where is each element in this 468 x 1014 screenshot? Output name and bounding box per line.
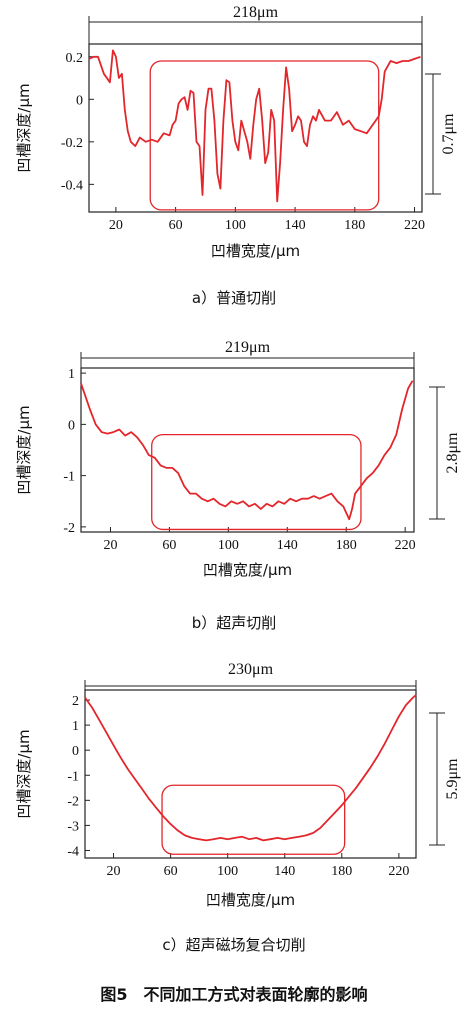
x-tick-label: 100: [225, 218, 246, 233]
x-tick-label: 20: [109, 218, 123, 233]
x-tick-label: 140: [277, 538, 298, 553]
y-tick-label: -1: [63, 470, 75, 485]
y-tick-label: -2: [63, 521, 75, 536]
depth-label: 2.8μm: [444, 432, 461, 474]
highlight-box: [161, 784, 346, 855]
y-tick-label: 1: [68, 367, 75, 382]
x-tick-label: 180: [336, 538, 357, 553]
profile-line: [80, 380, 414, 521]
width-label: 230μm: [228, 661, 274, 678]
y-tick-label: 1: [72, 719, 79, 734]
highlight-box: [151, 433, 362, 531]
x-tick-label: 20: [103, 538, 117, 553]
x-axis-title: 凹槽宽度/μm: [206, 891, 295, 909]
x-axis-title: 凹槽宽度/μm: [211, 242, 300, 260]
y-axis-title: 凹槽深度/μm: [15, 83, 33, 172]
plot-frame: [88, 43, 423, 213]
chart-panel-3: 230μm 5.9μm 20 60 100 140 180 220 2 1 0 -1 -2 -3 -4 凹槽宽…: [15, 661, 461, 954]
y-tick-label: 0.2: [66, 51, 84, 66]
plot-frame: [84, 689, 417, 859]
x-tick-label: 180: [331, 864, 352, 879]
x-tick-label: 60: [164, 864, 178, 879]
y-tick-label: -1: [67, 769, 79, 784]
x-tick-label: 220: [404, 218, 425, 233]
y-tick-label: -0.2: [61, 136, 83, 151]
y-tick-label: -0.4: [61, 178, 83, 193]
y-tick-label: 0: [72, 744, 79, 759]
y-tick-label: -3: [67, 819, 79, 834]
x-tick-label: 100: [218, 538, 239, 553]
y-tick-label: 2: [72, 694, 79, 709]
x-tick-label: 140: [285, 218, 306, 233]
x-tick-label: 180: [344, 218, 365, 233]
y-tick-label: -2: [67, 794, 79, 809]
x-tick-label: 100: [217, 864, 238, 879]
x-tick-label: 60: [169, 218, 183, 233]
figure-caption: 图5 不同加工方式对表面轮廓的影响: [100, 985, 367, 1004]
chart-panel-1: 218μm 0.7μm 20 60 100 140 180 220 0.2 0 -0.2 -0.4 凹槽…: [15, 4, 457, 307]
x-tick-label: 220: [388, 864, 409, 879]
x-tick-label: 60: [162, 538, 176, 553]
plot-frame: [80, 367, 415, 533]
y-axis-title: 凹槽深度/μm: [15, 729, 33, 818]
depth-label: 0.7μm: [440, 113, 457, 155]
x-tick-label: 220: [395, 538, 416, 553]
y-tick-label: -4: [67, 844, 79, 859]
profile-line: [84, 694, 417, 842]
panel-caption: c）超声磁场复合切削: [162, 936, 305, 954]
panel-caption: a）普通切削: [192, 289, 276, 307]
panel-caption: b）超声切削: [192, 614, 277, 632]
x-axis-title: 凹槽宽度/μm: [203, 561, 292, 579]
highlight-box: [149, 60, 380, 211]
y-axis-title: 凹槽深度/μm: [15, 405, 33, 494]
depth-label: 5.9μm: [444, 758, 461, 800]
width-label: 218μm: [233, 4, 279, 21]
width-label: 219μm: [225, 339, 271, 356]
profile-line: [88, 49, 421, 203]
x-tick-label: 140: [274, 864, 295, 879]
x-tick-label: 20: [107, 864, 121, 879]
y-tick-label: 0: [76, 93, 83, 108]
chart-panel-2: 219μm 2.8μm 20 60 100 140 180 220 1 0 -1 -2 凹槽宽度/μm 凹…: [15, 339, 461, 632]
y-tick-label: 0: [68, 418, 75, 433]
